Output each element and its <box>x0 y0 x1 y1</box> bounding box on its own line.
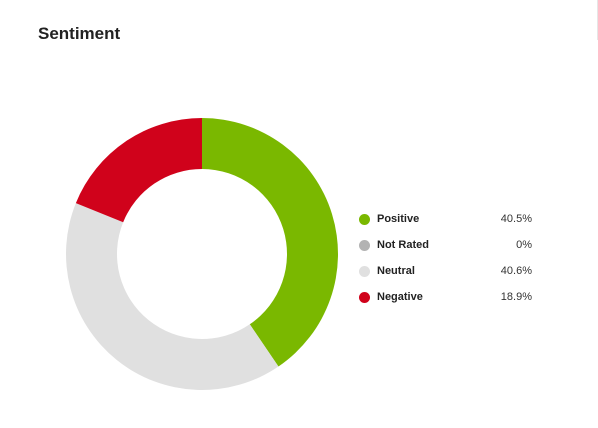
legend-value: 18.9% <box>500 291 532 303</box>
legend-value: 40.5% <box>500 213 532 225</box>
legend-item-positive[interactable]: Positive 40.5% <box>357 206 532 232</box>
legend-item-neutral[interactable]: Neutral 40.6% <box>357 258 532 284</box>
legend-item-not-rated[interactable]: Not Rated 0% <box>357 232 532 258</box>
legend-dot-icon <box>359 213 370 225</box>
legend-label: Negative <box>377 291 423 303</box>
legend-dot-icon <box>359 239 370 251</box>
donut-slices <box>65 118 338 390</box>
donut-slice-neutral[interactable] <box>65 203 279 390</box>
donut-slice-positive[interactable] <box>202 118 338 367</box>
donut-slice-negative[interactable] <box>75 118 202 223</box>
legend-label: Positive <box>377 213 420 225</box>
legend-item-negative[interactable]: Negative 18.9% <box>357 284 532 310</box>
chart-title: Sentiment <box>38 24 121 43</box>
legend-label: Not Rated <box>377 239 429 251</box>
legend-dot-icon <box>359 291 370 303</box>
chart-legend: Positive 40.5% Not Rated 0% Neutral 40.6% Nega… <box>357 206 532 310</box>
legend-dot-icon <box>359 265 370 277</box>
legend-label: Neutral <box>377 265 415 277</box>
legend-value: 40.6% <box>500 265 532 277</box>
legend-value: 0% <box>516 239 532 251</box>
